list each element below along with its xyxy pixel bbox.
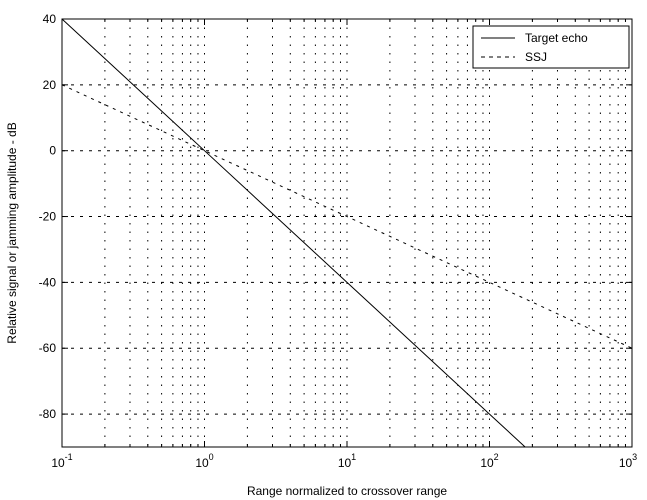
y-tick-label: -80 xyxy=(39,407,57,421)
x-tick-label: 103 xyxy=(619,452,637,470)
legend-label-ssj: SSJ xyxy=(525,50,547,64)
legend-label-target-echo: Target echo xyxy=(525,31,588,45)
x-tick-label: 10-1 xyxy=(51,452,72,470)
series-line-target-echo xyxy=(61,18,526,448)
x-tick-label: 102 xyxy=(480,452,498,470)
x-tick-label: 100 xyxy=(195,452,213,470)
y-tick-label: -40 xyxy=(39,275,57,289)
legend-box xyxy=(472,25,630,69)
legend: Target echo SSJ xyxy=(472,25,630,69)
tick-labels: 40 20 0 -20 -40 -60 -80 10-1 100 101 102 103 xyxy=(39,12,638,470)
y-tick-label: 0 xyxy=(49,144,56,158)
x-axis-title: Range normalized to crossover range xyxy=(247,484,447,498)
series-layer xyxy=(61,18,633,448)
x-tick-label: 101 xyxy=(338,452,356,470)
axis-ticks xyxy=(62,18,632,447)
y-tick-label: 40 xyxy=(43,12,57,26)
y-tick-label: 20 xyxy=(43,78,57,92)
y-tick-label: -60 xyxy=(39,341,57,355)
plot-background xyxy=(62,19,632,447)
y-axis-title: Relative signal or jamming amplitude - d… xyxy=(5,122,19,343)
series-line-ssj xyxy=(61,84,633,349)
y-tick-label: -20 xyxy=(39,210,57,224)
